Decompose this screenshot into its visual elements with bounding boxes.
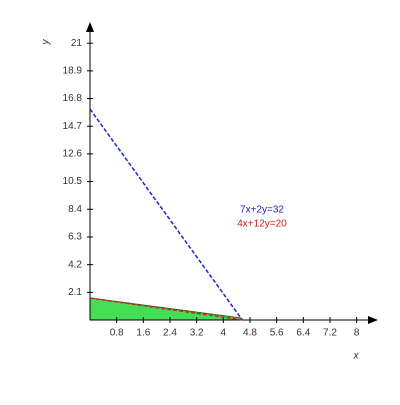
x-tick-label: 1.6 [136,328,150,339]
x-tick-label: 3.2 [190,328,204,339]
y-tick-label: 21 [71,38,83,49]
legend-entry: 4x+12y=20 [237,219,287,230]
legend-entry: 7x+2y=32 [240,205,284,216]
y-tick-label: 16.8 [63,93,83,104]
x-tick-label: 4.8 [243,328,257,339]
y-tick-label: 14.7 [63,121,83,132]
y-tick-label: 8.4 [68,204,82,215]
y-tick-label: 6.3 [68,232,82,243]
x-axis-label: x [353,351,360,362]
x-tick-label: 8 [354,328,360,339]
y-tick-label: 10.5 [63,176,83,187]
x-tick-label: 2.4 [163,328,177,339]
x-tick-label: 0.8 [110,328,124,339]
x-tick-label: 6.4 [296,328,310,339]
feasible-region [89,297,244,321]
y-tick-label: 4.2 [68,259,82,270]
x-tick-label: 5.6 [270,328,284,339]
x-axis-arrow [368,316,378,324]
constraint-line [89,108,243,321]
y-axis-arrow [86,22,94,32]
constraint-line [89,297,244,321]
y-tick-label: 2.1 [68,287,82,298]
x-tick-label: 4 [221,328,227,339]
x-tick-label: 7.2 [323,328,337,339]
y-axis-label: y [41,39,52,46]
y-tick-label: 12.6 [63,149,83,160]
y-tick-label: 18.9 [63,66,83,77]
